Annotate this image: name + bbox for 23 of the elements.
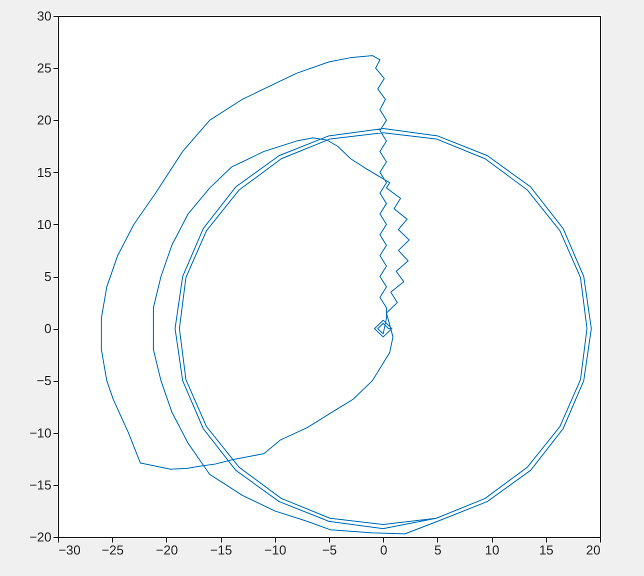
y-tick-label: 25 (37, 60, 52, 76)
x-tick-label: −10 (264, 542, 286, 558)
y-tick-label: −10 (29, 425, 52, 440)
y-tick-label: 5 (44, 269, 52, 284)
x-tick-label: 15 (539, 542, 554, 558)
x-tick-label: −30 (58, 542, 81, 558)
x-tick-label: −15 (210, 542, 232, 558)
x-tick-label: 20 (586, 542, 600, 558)
y-tick-label: −5 (36, 373, 52, 388)
x-tick-label: −25 (102, 542, 124, 558)
y-tick-label: −15 (29, 477, 52, 492)
y-tick-label: 15 (37, 164, 52, 180)
x-tick-label: 0 (380, 542, 388, 558)
y-tick-label: −20 (29, 530, 52, 544)
y-tick-label: 10 (37, 216, 52, 232)
x-tick-label: −5 (322, 542, 337, 558)
line-series (100, 55, 592, 534)
x-tick-label: 10 (484, 542, 500, 558)
x-tick-label: 5 (434, 542, 442, 558)
x-tick-label: −20 (156, 542, 178, 558)
y-tick-label: 20 (37, 112, 52, 128)
y-tick-label: 30 (37, 8, 52, 24)
y-tick-label: 0 (44, 321, 52, 336)
